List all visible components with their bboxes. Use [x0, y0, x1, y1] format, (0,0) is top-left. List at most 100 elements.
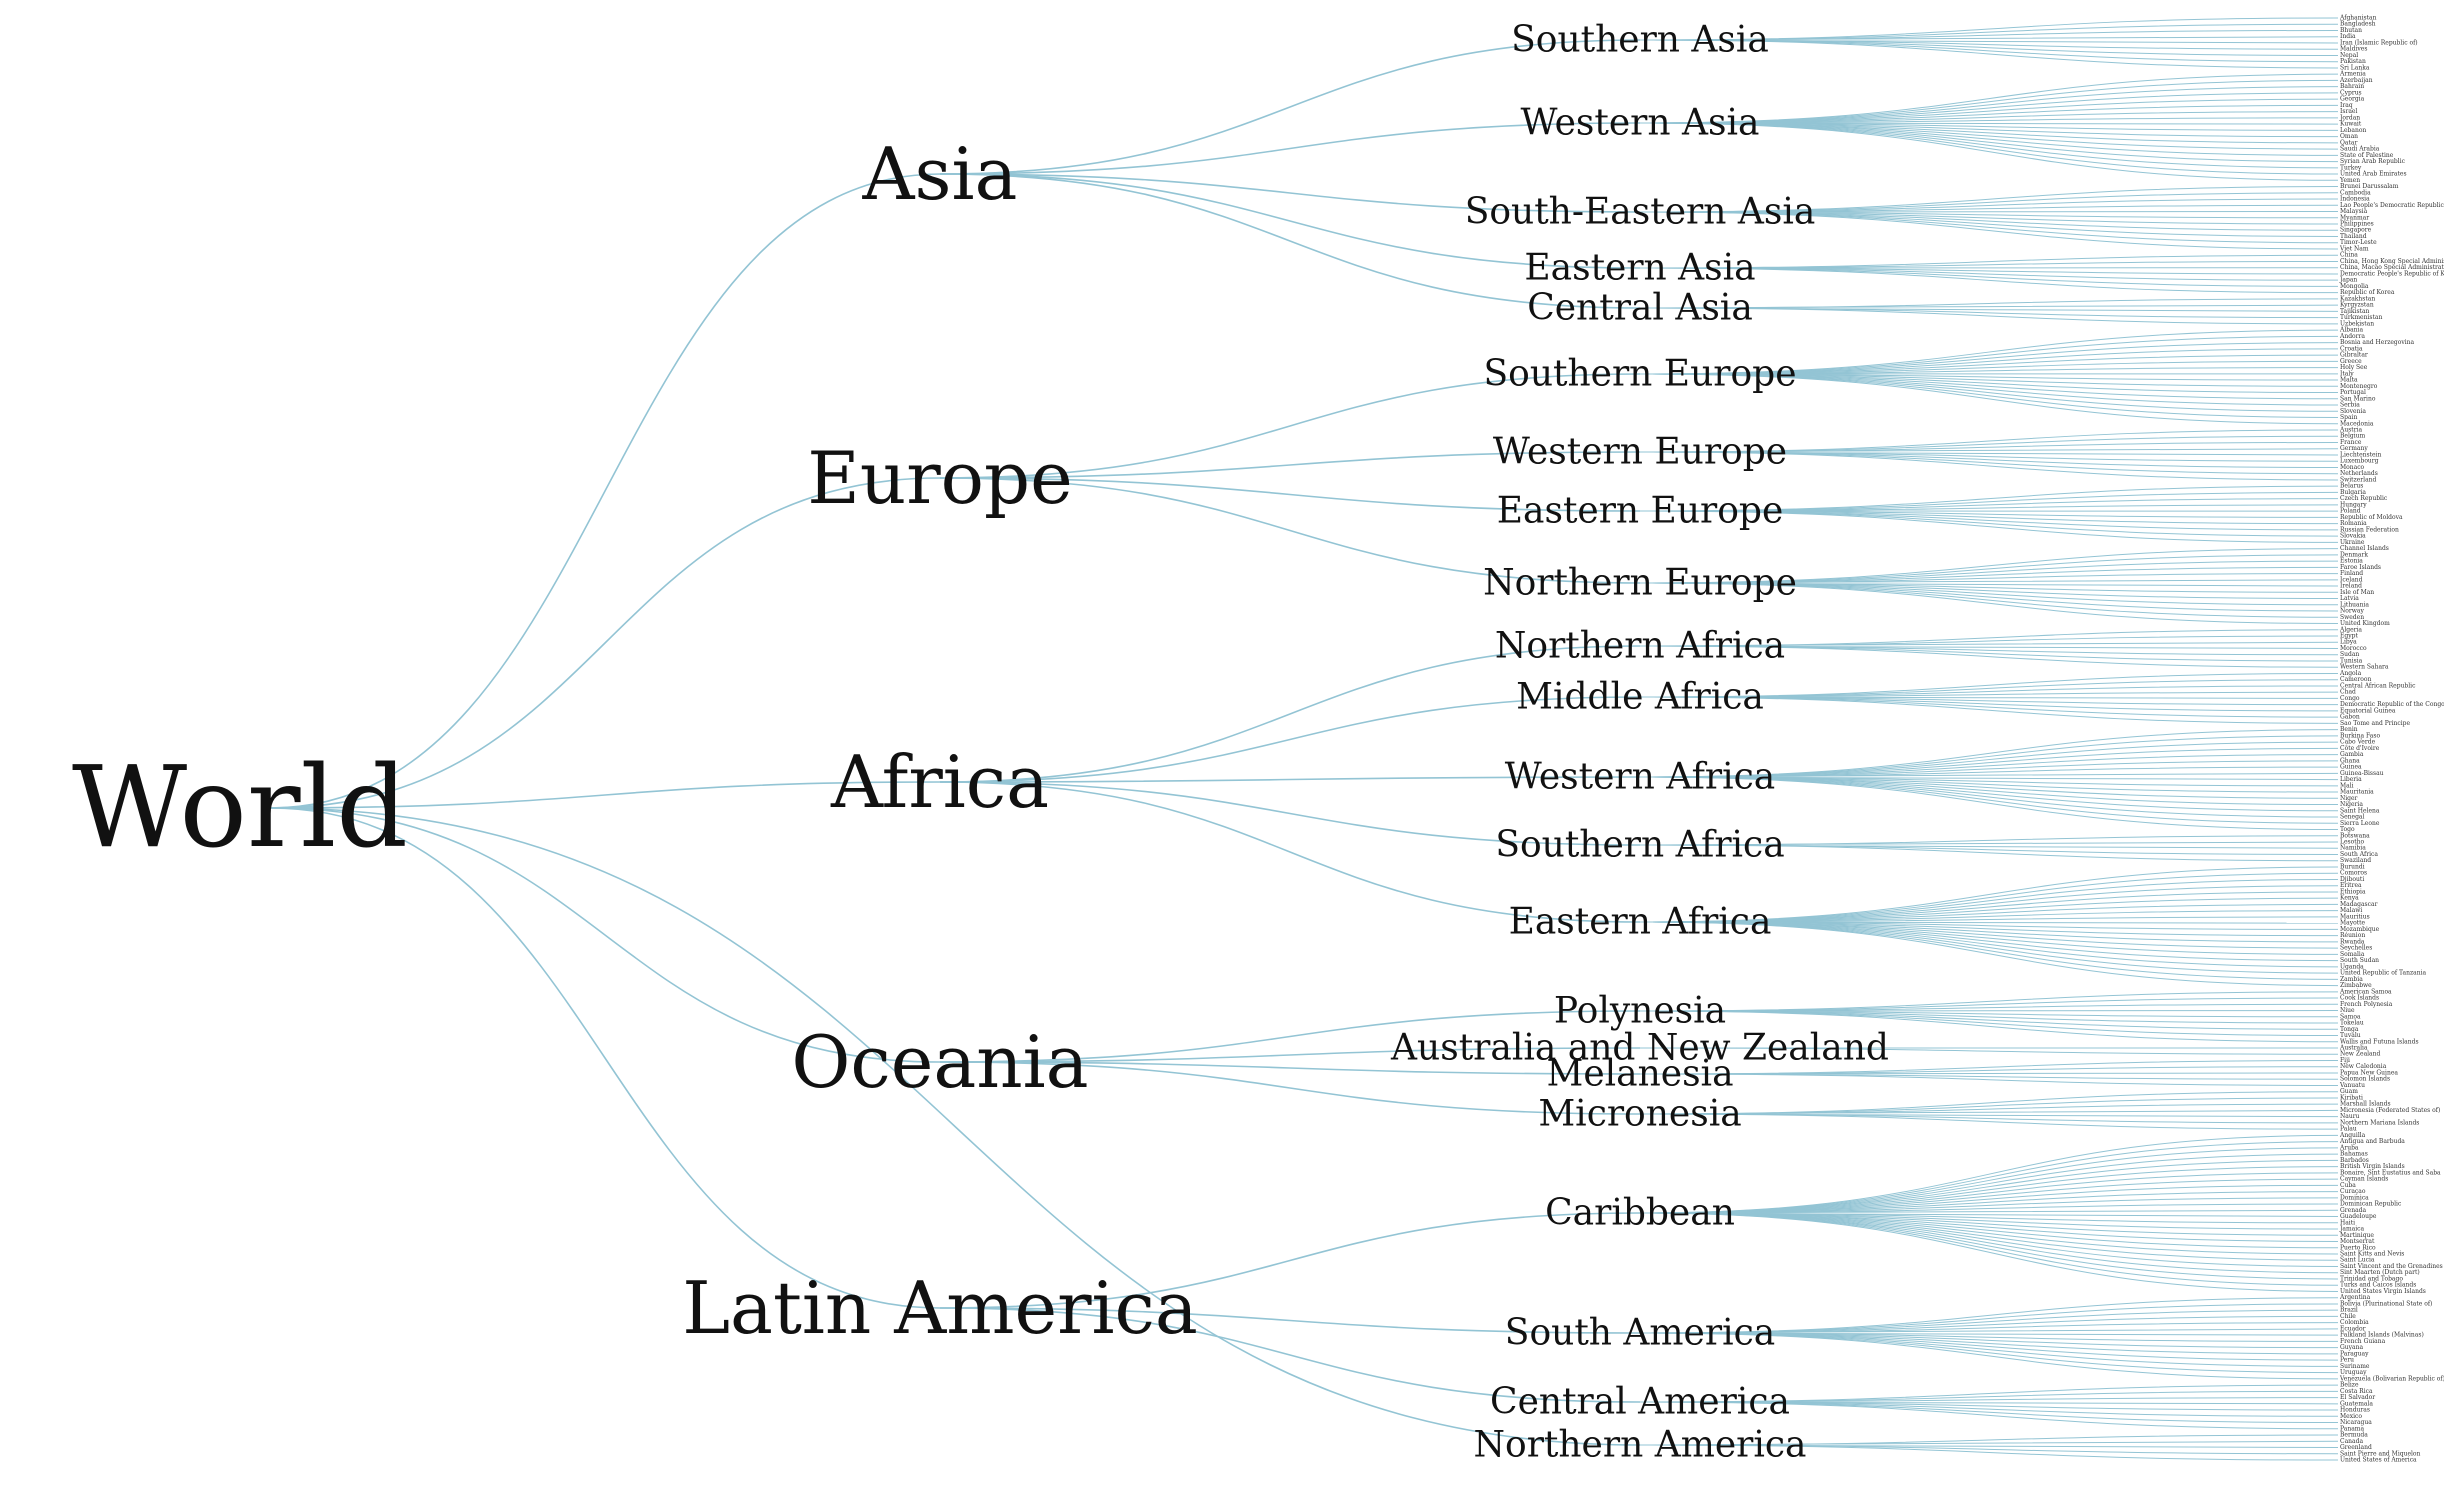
country-label: Senegal: [2340, 814, 2364, 821]
country-label: Belgium: [2340, 433, 2366, 440]
country-label: United Kingdom: [2340, 620, 2390, 627]
country-label: Panama: [2340, 1425, 2364, 1432]
country-label: Saint Kitts and Nevis: [2340, 1251, 2404, 1258]
country-label: Guyana: [2340, 1344, 2363, 1351]
country-label: Barbados: [2340, 1157, 2369, 1164]
continent-region-link: [939, 173, 1641, 269]
country-label: Côte d'Ivoire: [2340, 745, 2380, 752]
region-country-link: [1639, 1166, 2339, 1214]
country-label: Estonia: [2340, 558, 2363, 565]
continent-region-link: [939, 373, 1641, 479]
country-label: Channel Islands: [2340, 545, 2389, 552]
country-label: Curaçao: [2340, 1188, 2366, 1195]
country-label: Azerbaijan: [2339, 77, 2373, 84]
tree-links: [269, 17, 2339, 1461]
world-continent-link: [269, 807, 941, 1309]
country-label: Saint Lucia: [2340, 1257, 2375, 1264]
country-label: South Africa: [2340, 851, 2378, 858]
continent-region-link: [939, 781, 1641, 923]
country-label: Nepal: [2340, 52, 2358, 59]
region-country-link: [1639, 1212, 2339, 1280]
continent-label: Europe: [807, 436, 1072, 520]
country-label: United States of America: [2340, 1457, 2417, 1464]
country-label: United Arab Emirates: [2340, 171, 2407, 178]
country-label: Gambia: [2340, 751, 2364, 758]
country-label: Pakistan: [2340, 58, 2366, 65]
country-label: Montserrat: [2340, 1238, 2375, 1245]
country-label: Australia: [2339, 1045, 2368, 1052]
country-label: Liechtenstein: [2340, 451, 2381, 458]
world-continent-link: [269, 173, 941, 809]
country-label: Egypt: [2340, 633, 2358, 640]
country-label: State of Palestine: [2340, 152, 2394, 159]
country-label: Bosnia and Herzegovina: [2340, 339, 2415, 346]
region-country-link: [1639, 267, 2339, 294]
country-label: Cyprus: [2340, 89, 2362, 96]
country-label: El Salvador: [2340, 1394, 2375, 1401]
country-label: Czech Republic: [2340, 495, 2388, 502]
country-label: Martinique: [2340, 1232, 2374, 1239]
country-label: Algeria: [2339, 626, 2362, 633]
country-label: Bhutan: [2340, 27, 2362, 34]
country-label: Democratic People's Republic of Korea: [2340, 270, 2444, 277]
country-label: Iceland: [2340, 576, 2363, 583]
country-label: Austria: [2339, 427, 2362, 434]
country-label: Venezuela (Bolivarian Republic of): [2339, 1375, 2444, 1382]
region-country-link: [1639, 307, 2339, 325]
country-label: Liberia: [2340, 776, 2362, 783]
country-label: Democratic Republic of the Congo: [2340, 701, 2444, 708]
country-label: Vanuatu: [2339, 1082, 2365, 1089]
continent-region-link: [939, 1061, 1641, 1115]
region-country-link: [1639, 1097, 2339, 1115]
country-label: Kuwait: [2340, 121, 2362, 128]
country-label: Niger: [2340, 795, 2358, 802]
country-label: Israel: [2340, 108, 2357, 115]
country-label: South Sudan: [2340, 957, 2379, 964]
region-label: Eastern Asia: [1524, 248, 1755, 289]
country-label: Holy See: [2340, 364, 2368, 371]
country-label: Georgia: [2340, 96, 2365, 103]
country-label: British Virgin Islands: [2340, 1163, 2405, 1170]
country-label: India: [2340, 33, 2356, 40]
country-label: Marshall Islands: [2340, 1101, 2391, 1108]
country-label: Micronesia (Federated States of): [2340, 1107, 2440, 1114]
region-label: South-Eastern Asia: [1465, 192, 1816, 233]
country-label: Burundi: [2340, 863, 2365, 870]
country-label: Palau: [2340, 1126, 2357, 1133]
country-label: Solomon Islands: [2340, 1076, 2390, 1083]
region-country-link: [1639, 451, 2339, 481]
country-label: Antigua and Barbuda: [2339, 1138, 2405, 1145]
region-country-link: [1639, 1073, 2339, 1086]
country-label: Uruguay: [2340, 1369, 2367, 1376]
country-label: Viet Nam: [2339, 245, 2369, 252]
country-label: Belarus: [2340, 483, 2363, 490]
region-country-link: [1639, 1401, 2339, 1430]
region-country-link: [1639, 1397, 2339, 1403]
country-label: Bangladesh: [2340, 21, 2376, 28]
country-label: Benin: [2340, 726, 2358, 733]
country-label: Grenada: [2340, 1207, 2366, 1214]
country-label: China, Macao Special Administrative Regi…: [2340, 264, 2444, 271]
country-label: Republic of Korea: [2340, 289, 2395, 296]
country-label: Bulgaria: [2340, 489, 2366, 496]
continent-region-link: [939, 776, 1641, 783]
country-label: Dominican Republic: [2340, 1201, 2402, 1208]
country-label: Monaco: [2340, 464, 2365, 471]
country-label: Serbia: [2340, 402, 2360, 409]
country-label: Bermuda: [2340, 1432, 2368, 1439]
region-label: Polynesia: [1554, 991, 1726, 1032]
country-label: Hungary: [2340, 501, 2367, 508]
country-label: Burkina Faso: [2340, 732, 2380, 739]
continent-region-link: [939, 477, 1641, 584]
region-country-link: [1639, 304, 2339, 309]
region-country-link: [1639, 1010, 2339, 1043]
region-country-link: [1639, 776, 2339, 831]
country-label: Namibia: [2340, 845, 2366, 852]
world-continent-link: [269, 807, 941, 1063]
country-label: Saudi Arabia: [2340, 146, 2380, 153]
country-label: Gibraltar: [2340, 352, 2368, 359]
country-label: Malawi: [2340, 907, 2362, 914]
region-country-link: [1639, 1440, 2339, 1446]
region-country-link: [1639, 582, 2339, 625]
country-label: Greece: [2340, 358, 2362, 365]
